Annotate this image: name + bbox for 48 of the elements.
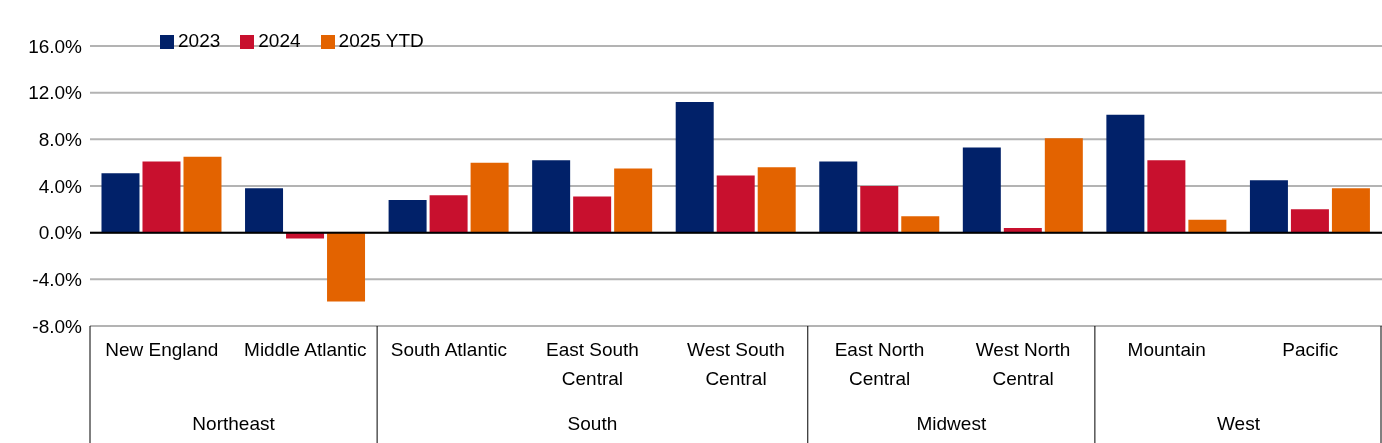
y-tick-label: 12.0% <box>28 82 83 104</box>
text: Northeast <box>192 413 276 434</box>
bar <box>1331 188 1370 233</box>
y-tick-label: -8.0% <box>32 315 83 337</box>
bar <box>1188 219 1227 233</box>
bar <box>860 186 899 233</box>
bar <box>716 175 755 233</box>
text: South <box>567 413 618 434</box>
legend-label: 2023 <box>178 30 221 51</box>
bar <box>429 195 468 233</box>
bar <box>388 200 427 233</box>
bar <box>245 188 284 233</box>
bar <box>1106 114 1145 233</box>
y-tick-label: 0.0% <box>38 222 83 244</box>
bar <box>1147 160 1186 233</box>
bar <box>819 161 858 233</box>
bar <box>327 232 366 302</box>
x-tick-label: Middle Atlantic <box>244 339 367 360</box>
bar <box>142 161 181 233</box>
bar <box>532 160 571 233</box>
bar <box>757 167 796 233</box>
legend-label: 2025 YTD <box>338 30 424 51</box>
bar <box>470 162 509 233</box>
y-tick-label: -4.0% <box>32 269 83 291</box>
x-tick-label: Pacific <box>1282 339 1339 360</box>
x-tick-label: West North Central <box>975 339 1071 389</box>
bar <box>962 147 1001 233</box>
y-tick-label: 16.0% <box>28 35 83 57</box>
bar <box>183 156 222 233</box>
legend-label: 2024 <box>258 30 301 51</box>
bar <box>901 216 940 233</box>
y-tick-label: 4.0% <box>38 175 83 197</box>
bar <box>614 168 653 233</box>
bar <box>1044 138 1083 233</box>
bar <box>101 173 140 233</box>
bar <box>573 196 612 233</box>
bar <box>675 102 714 233</box>
text: Midwest <box>916 413 987 434</box>
x-tick-label: New England <box>105 339 219 360</box>
x-tick-label: East North Central <box>834 339 925 389</box>
x-tick-label: East South Central <box>545 339 639 389</box>
x-tick-label: South Atlantic <box>390 339 507 360</box>
bar <box>1290 209 1329 233</box>
y-tick-label: 8.0% <box>38 129 83 151</box>
text: West <box>1216 413 1261 434</box>
bar <box>1249 180 1288 233</box>
x-tick-label: Mountain <box>1127 339 1206 360</box>
x-tick-label: West South Central <box>687 339 785 389</box>
